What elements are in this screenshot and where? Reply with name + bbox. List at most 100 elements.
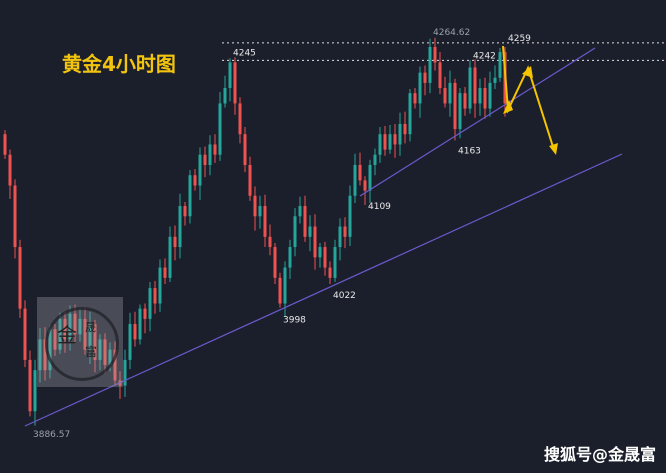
candle-body <box>413 93 417 104</box>
candle <box>453 78 457 141</box>
candle-body <box>353 164 357 196</box>
candle-body <box>43 339 47 371</box>
candle <box>208 135 212 176</box>
candle <box>388 124 392 154</box>
candle-body <box>283 267 287 304</box>
candle <box>168 226 172 282</box>
candle <box>483 77 487 119</box>
candle <box>183 201 187 226</box>
candle-body <box>198 154 202 186</box>
price-label: 4264.62 <box>433 28 470 38</box>
price-label: 4022 <box>333 291 356 301</box>
candle-body <box>173 236 177 248</box>
candle <box>188 170 192 224</box>
candle-body <box>243 134 247 165</box>
candle <box>308 215 312 252</box>
candle <box>288 239 292 279</box>
candle <box>3 130 7 159</box>
chart-title: 黄金4小时图 <box>62 52 176 76</box>
candle <box>458 88 462 139</box>
candle-body <box>113 349 117 381</box>
candle-body <box>248 164 252 196</box>
candle <box>128 312 132 370</box>
candle-body <box>478 88 482 104</box>
candle <box>23 300 27 368</box>
candle-body <box>143 308 147 319</box>
price-label: 3998 <box>283 316 306 326</box>
candle <box>13 179 17 259</box>
candle-body <box>378 134 382 155</box>
candle <box>298 196 302 224</box>
candle-body <box>303 206 307 237</box>
candle <box>193 169 197 191</box>
candle-body <box>488 82 492 109</box>
candle <box>488 71 492 117</box>
candle-body <box>373 154 377 165</box>
candle-body <box>293 216 297 248</box>
candle-body <box>258 206 262 217</box>
candle-body <box>18 247 22 309</box>
candle-body <box>323 247 327 268</box>
watermark: 搜狐号@金晟富 <box>543 445 656 464</box>
candle <box>203 146 207 178</box>
candle <box>243 127 247 173</box>
candle <box>433 37 437 71</box>
candle <box>158 259 162 312</box>
candle-body <box>473 67 477 104</box>
trendline-upper <box>359 47 596 197</box>
candle <box>238 97 242 144</box>
candle-body <box>338 226 342 248</box>
candle <box>223 75 227 108</box>
candle-body <box>13 185 17 248</box>
candle <box>383 125 387 156</box>
candle <box>328 261 332 284</box>
candle-body <box>228 62 232 89</box>
candle <box>218 92 222 161</box>
candle-body <box>438 62 442 89</box>
candle-body <box>358 164 362 181</box>
candle <box>233 57 237 115</box>
logo-ring <box>45 307 119 381</box>
candle <box>133 311 137 347</box>
candle <box>408 89 412 142</box>
candle-body <box>443 88 447 104</box>
candle-body <box>3 134 7 155</box>
candle <box>123 349 127 397</box>
candle <box>368 159 372 203</box>
price-label: 4245 <box>233 48 256 58</box>
candle <box>498 48 502 82</box>
candle-body <box>493 77 497 83</box>
candle-body <box>433 46 437 63</box>
candle <box>303 195 307 242</box>
candle <box>478 78 482 116</box>
candle <box>413 88 417 109</box>
candle <box>258 195 262 229</box>
candle-body <box>313 226 317 258</box>
candle-body <box>388 134 392 150</box>
candle-body <box>183 206 187 217</box>
candle <box>198 147 202 200</box>
candle-body <box>333 247 337 278</box>
candle <box>398 112 402 156</box>
price-label: 4163 <box>458 146 481 156</box>
candle <box>348 185 352 247</box>
candle <box>443 76 447 108</box>
candle <box>463 87 467 116</box>
candle-body <box>188 175 192 217</box>
candle <box>18 239 22 318</box>
candle-body <box>403 123 407 135</box>
candle <box>493 65 497 90</box>
candle <box>163 258 167 284</box>
price-label: 4242 <box>473 51 496 61</box>
candle-body <box>368 164 372 191</box>
price-label: 4109 <box>368 202 391 212</box>
candle <box>468 60 472 114</box>
candle <box>268 224 272 256</box>
candle <box>358 152 362 186</box>
candle-body <box>138 308 142 340</box>
candle <box>248 156 252 201</box>
candle <box>363 176 367 205</box>
candle-body <box>318 247 322 258</box>
candle-body <box>448 82 452 104</box>
candle-body <box>203 154 207 165</box>
